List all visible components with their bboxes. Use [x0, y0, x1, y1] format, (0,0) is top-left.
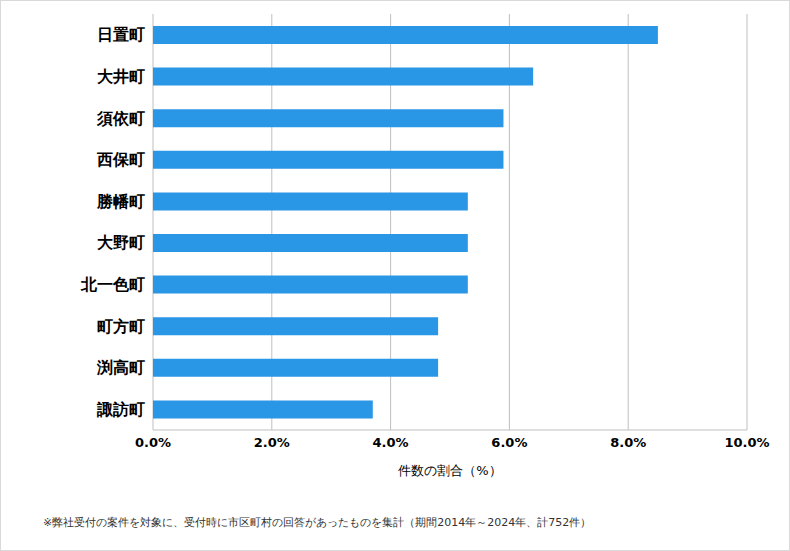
svg-text:須依町: 須依町 — [96, 109, 145, 128]
svg-text:4.0%: 4.0% — [373, 435, 409, 450]
html-text:※弊社受付の案件を対象に、受付時に市区町村の回答があったもの: ※弊社受付の案件を対象に、受付時に市区町村の回答があったものを集計（期間2014… — [43, 516, 592, 529]
svg-text:10.0%: 10.0% — [724, 435, 769, 450]
svg-text:西保町: 西保町 — [96, 150, 145, 169]
svg-text:大井町: 大井町 — [97, 67, 145, 86]
svg-text:北一色町: 北一色町 — [80, 275, 145, 294]
svg-text:諏訪町: 諏訪町 — [96, 400, 145, 419]
svg-text:8.0%: 8.0% — [610, 435, 646, 450]
svg-text:渕高町: 渕高町 — [96, 358, 145, 377]
svg-text:2.0%: 2.0% — [254, 435, 290, 450]
svg-text:件数の割合（%）: 件数の割合（%） — [398, 463, 501, 478]
svg-text:勝幡町: 勝幡町 — [96, 192, 145, 211]
svg-text:日置町: 日置町 — [97, 25, 145, 44]
svg-text:6.0%: 6.0% — [491, 435, 527, 450]
svg-text:0.0%: 0.0% — [135, 435, 171, 450]
svg-text:大野町: 大野町 — [97, 233, 145, 252]
svg-text:町方町: 町方町 — [97, 317, 145, 336]
